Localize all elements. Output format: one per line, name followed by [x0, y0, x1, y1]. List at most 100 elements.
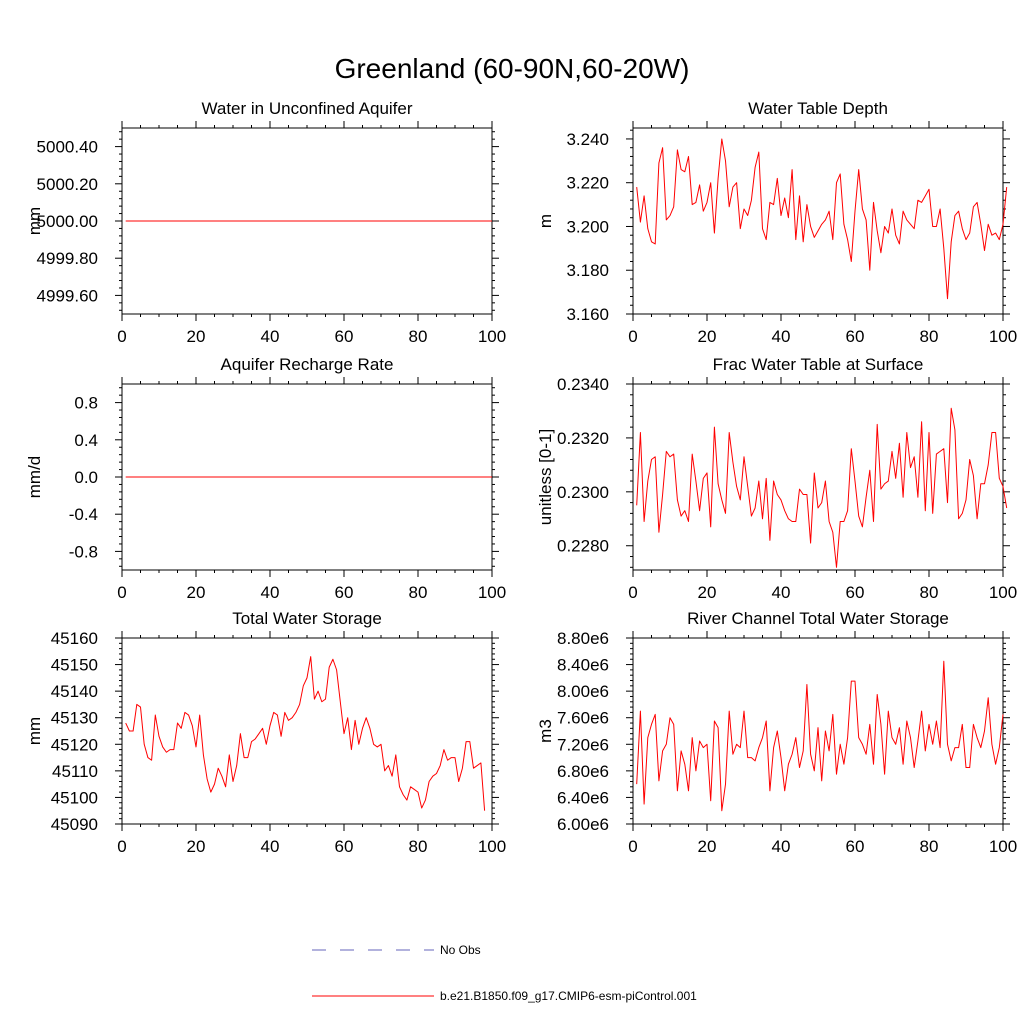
series-line-river-channel-storage: [636, 660, 1004, 812]
y-tick-label: 3.180: [566, 261, 609, 280]
y-tick-label: 45120: [51, 735, 98, 754]
y-tick-label: 4999.80: [37, 249, 98, 268]
plot-frame: [632, 127, 1004, 315]
y-tick-label: 5000.20: [37, 175, 98, 194]
x-tick-label: 80: [409, 583, 428, 602]
panel-title: Frac Water Table at Surface: [713, 355, 924, 374]
plot-frame: [121, 637, 493, 825]
y-tick-label: 6.00e6: [557, 815, 609, 834]
y-tick-label: 45130: [51, 709, 98, 728]
y-tick-label: 3.160: [566, 305, 609, 324]
x-tick-label: 100: [478, 583, 506, 602]
x-tick-label: 40: [261, 327, 280, 346]
y-tick-label: 45150: [51, 656, 98, 675]
x-tick-label: 0: [117, 327, 126, 346]
panel-water-table-depth: Water Table Depth m 0 20 40 60 80 100 3.160 3.180…: [536, 99, 1017, 346]
x-tick-label: 20: [698, 327, 717, 346]
x-tick-label: 40: [261, 583, 280, 602]
y-axis-label: mm: [25, 717, 44, 745]
y-tick-label: 0.2340: [557, 375, 609, 394]
y-axis-label: mm: [25, 207, 44, 235]
panel-river-channel-storage: River Channel Total Water Storage m3 0 20 40…: [536, 609, 1017, 856]
x-tick-label: 80: [409, 837, 428, 856]
y-tick-label: 45090: [51, 815, 98, 834]
x-tick-label: 60: [335, 583, 354, 602]
chart-panels: Water in Unconfined Aquifer mm 0 20 40 60 80 10…: [25, 99, 1017, 856]
x-tick-label: 0: [628, 583, 637, 602]
x-tick-label: 40: [772, 583, 791, 602]
x-tick-label: 40: [772, 327, 791, 346]
y-tick-label: 45160: [51, 629, 98, 648]
panel-aquifer-water: Water in Unconfined Aquifer mm 0 20 40 60 80 10…: [25, 99, 506, 346]
y-tick-label: 7.60e6: [557, 709, 609, 728]
x-tick-label: 100: [989, 327, 1017, 346]
x-tick-label: 20: [698, 583, 717, 602]
y-tick-label: 45110: [52, 762, 98, 781]
y-tick-label: 4999.60: [37, 286, 98, 305]
series-line-water-table-depth: [636, 138, 1008, 300]
x-tick-label: 60: [335, 837, 354, 856]
y-tick-label: 8.40e6: [557, 656, 609, 675]
y-tick-label: 45100: [51, 788, 98, 807]
y-tick-label: -0.4: [69, 505, 98, 524]
x-tick-label: 20: [187, 583, 206, 602]
panel-title: Water in Unconfined Aquifer: [201, 99, 412, 118]
panel-total-water-storage: Total Water Storage mm 0 20 40 60 80 100 45090 45…: [25, 609, 506, 856]
panel-frac-water-table: Frac Water Table at Surface unitless [0-1…: [536, 355, 1017, 602]
x-tick-label: 0: [117, 583, 126, 602]
panel-title: River Channel Total Water Storage: [687, 609, 949, 628]
series-line-total-water-storage: [125, 656, 486, 811]
legend-model-label: b.e21.B1850.f09_g17.CMIP6-esm-piControl.…: [440, 989, 697, 1003]
x-tick-label: 80: [920, 583, 939, 602]
y-tick-label: 6.80e6: [557, 762, 609, 781]
panel-title: Aquifer Recharge Rate: [221, 355, 394, 374]
x-tick-label: 80: [409, 327, 428, 346]
legend: No Obs b.e21.B1850.f09_g17.CMIP6-esm-piC…: [312, 943, 697, 1003]
y-axis-label: m3: [536, 719, 555, 743]
y-axis-label: m: [536, 214, 555, 228]
y-tick-label: 3.240: [566, 130, 609, 149]
panel-recharge-rate: Aquifer Recharge Rate mm/d 0 20 40 60 80 100 -0.…: [25, 355, 506, 602]
y-axis-label: mm/d: [25, 456, 44, 499]
x-tick-label: 100: [478, 837, 506, 856]
x-tick-label: 0: [628, 837, 637, 856]
y-tick-label: 0.0: [74, 468, 98, 487]
x-tick-label: 40: [772, 837, 791, 856]
y-tick-label: 45140: [51, 682, 98, 701]
plot-frame: [632, 383, 1004, 571]
x-tick-label: 60: [846, 583, 865, 602]
x-tick-label: 20: [187, 837, 206, 856]
y-tick-label: 3.220: [566, 174, 609, 193]
y-tick-label: 0.4: [74, 431, 98, 450]
x-tick-label: 80: [920, 327, 939, 346]
panel-title: Total Water Storage: [232, 609, 382, 628]
x-tick-label: 60: [335, 327, 354, 346]
x-tick-label: 60: [846, 837, 865, 856]
y-tick-label: 0.8: [74, 394, 98, 413]
y-tick-label: 0.2280: [557, 537, 609, 556]
y-tick-label: 5000.00: [37, 212, 98, 231]
y-tick-label: -0.8: [69, 542, 98, 561]
y-tick-label: 0.2320: [557, 429, 609, 448]
x-tick-label: 60: [846, 327, 865, 346]
x-tick-label: 0: [628, 327, 637, 346]
x-tick-label: 20: [698, 837, 717, 856]
y-tick-label: 8.80e6: [557, 629, 609, 648]
x-tick-label: 100: [989, 583, 1017, 602]
legend-obs-label: No Obs: [440, 943, 481, 957]
y-tick-label: 7.20e6: [557, 735, 609, 754]
y-tick-label: 0.2300: [557, 483, 609, 502]
y-tick-label: 5000.40: [37, 138, 98, 157]
x-tick-label: 0: [117, 837, 126, 856]
y-tick-label: 8.00e6: [557, 682, 609, 701]
x-tick-label: 100: [989, 837, 1017, 856]
figure-title: Greenland (60-90N,60-20W): [335, 53, 690, 84]
panel-title: Water Table Depth: [748, 99, 888, 118]
y-tick-label: 3.200: [566, 217, 609, 236]
x-tick-label: 40: [261, 837, 280, 856]
y-axis-label: unitless [0-1]: [536, 429, 555, 525]
x-tick-label: 80: [920, 837, 939, 856]
x-tick-label: 100: [478, 327, 506, 346]
y-tick-label: 6.40e6: [557, 788, 609, 807]
